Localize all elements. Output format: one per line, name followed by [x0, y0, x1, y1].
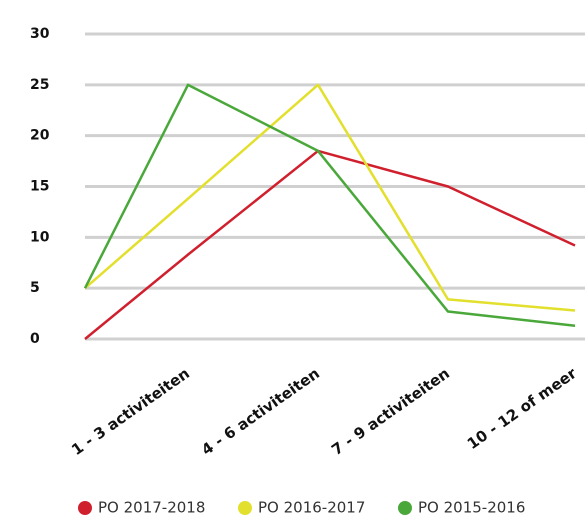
series-line [84, 83, 576, 312]
x-tick-label: 4 - 6 activiteiten [198, 364, 323, 459]
y-tick-label: 20 [30, 128, 50, 144]
y-tick-label: 30 [30, 26, 50, 42]
legend-label: PO 2017-2018 [98, 499, 205, 517]
y-tick-label: 15 [30, 179, 49, 195]
series-line [83, 83, 576, 328]
x-tick-label: 10 - 12 of meer [464, 364, 581, 453]
x-tick-label: 7 - 9 activiteiten [328, 364, 453, 459]
x-tick-label: 1 - 3 activiteiten [68, 364, 193, 459]
legend-marker [398, 501, 412, 515]
series-line [84, 149, 576, 340]
legend-marker [238, 501, 252, 515]
legend-label: PO 2015-2016 [418, 499, 525, 517]
y-tick-label: 0 [30, 331, 40, 347]
y-tick-label: 25 [30, 77, 49, 93]
y-tick-label: 5 [30, 280, 40, 296]
legend-label: PO 2016-2017 [258, 499, 365, 517]
legend-marker [78, 501, 92, 515]
y-tick-label: 10 [30, 229, 50, 245]
